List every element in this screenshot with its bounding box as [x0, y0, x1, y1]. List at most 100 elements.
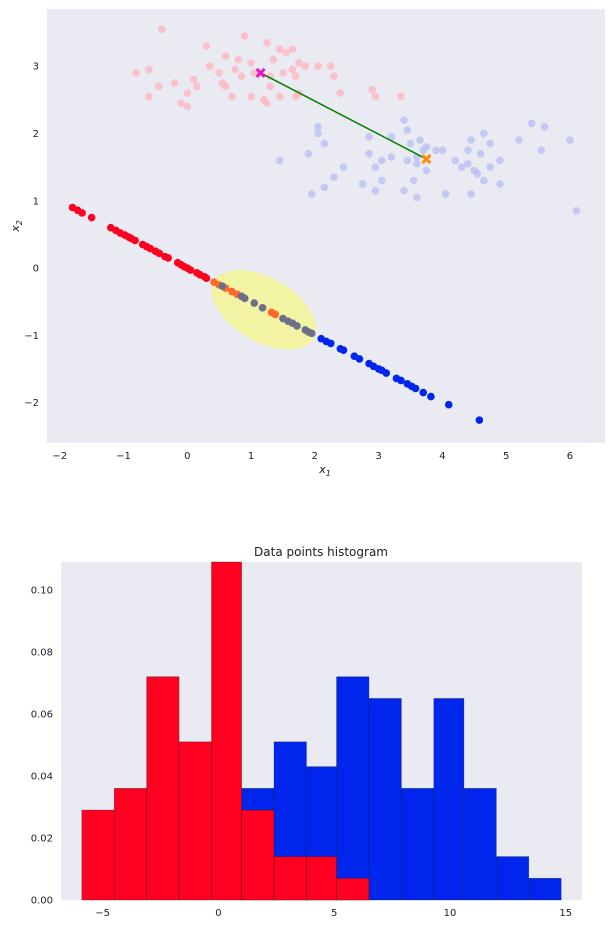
- scatter-point-class-b-faded: [476, 149, 485, 158]
- scatter-point-class-b-projected: [397, 376, 405, 385]
- scatter-x-tick-label: 2: [312, 451, 318, 462]
- scatter-point-class-b-faded: [365, 149, 373, 158]
- histogram-bar-class-b: [433, 698, 465, 901]
- scatter-x-tick-label: 1: [248, 451, 254, 462]
- scatter-point-class-b-faded: [464, 159, 472, 168]
- scatter-point-class-b-projected: [475, 416, 484, 424]
- scatter-point-class-a-projected: [78, 209, 86, 217]
- scatter-point-class-a-faded: [202, 42, 211, 50]
- scatter-point-class-b-faded: [365, 133, 373, 141]
- scatter-point-class-a-faded: [183, 89, 192, 97]
- scatter-point-class-a-faded: [170, 79, 179, 87]
- scatter-marks: [68, 25, 581, 424]
- scatter-point-class-a-faded: [279, 69, 287, 77]
- scatter-y-tick-label: 1: [33, 196, 39, 207]
- scatter-point-class-a-faded: [288, 65, 297, 74]
- histogram-x-ticks: −5 0 5 10 15: [95, 908, 572, 919]
- histogram-bar-class-b: [401, 788, 435, 901]
- histogram-bar-class-a: [178, 741, 212, 901]
- scatter-point-class-b-faded: [473, 170, 482, 178]
- scatter-point-class-a-faded: [301, 62, 310, 70]
- scatter-point-class-b-faded: [432, 146, 440, 155]
- histogram-x-tick-label: −5: [95, 908, 110, 919]
- histogram-bar-class-a: [273, 856, 307, 901]
- scatter-point-class-a-projected: [155, 249, 164, 258]
- scatter-y-tick-label: 0: [33, 264, 39, 275]
- scatter-point-class-a-faded: [221, 82, 230, 91]
- scatter-x-tick-label: 4: [439, 451, 445, 462]
- scatter-point-class-b-faded: [413, 193, 421, 202]
- scatter-point-class-a-faded: [336, 89, 345, 97]
- class-a-mean-marker: [255, 67, 266, 78]
- scatter-point-class-b-faded: [320, 139, 329, 148]
- scatter-y-tick-label: −1: [24, 331, 39, 342]
- scatter-x-tick-label: −2: [52, 451, 67, 462]
- histogram-x-tick-label: 0: [215, 908, 221, 919]
- histogram-chart: Data points histogram −5 0 5 10 15 0.000.020…: [31, 545, 582, 919]
- scatter-point-projected-in-ellipse-gray: [293, 322, 301, 330]
- scatter-point-projected-in-ellipse-gray: [307, 329, 316, 338]
- scatter-point-class-b-faded: [378, 176, 386, 185]
- scatter-x-tick-label: −1: [116, 451, 131, 462]
- scatter-point-class-b-faded: [467, 136, 475, 145]
- histogram-x-tick-label: 15: [559, 908, 572, 919]
- scatter-point-class-a-faded: [221, 52, 230, 60]
- scatter-point-class-a-faded: [282, 48, 290, 57]
- scatter-point-class-a-projected: [202, 274, 211, 282]
- histogram-bar-class-a: [306, 856, 337, 901]
- scatter-point-class-a-faded: [330, 72, 338, 81]
- scatter-point-class-a-faded: [247, 92, 255, 101]
- scatter-point-class-b-faded: [378, 156, 386, 165]
- scatter-point-class-a-faded: [275, 92, 284, 101]
- scatter-point-projected-in-ellipse-gray: [250, 299, 259, 307]
- scatter-point-class-b-faded: [371, 186, 380, 195]
- scatter-point-class-b-faded: [387, 133, 396, 141]
- scatter-point-class-a-faded: [240, 32, 249, 40]
- scatter-point-projected-in-ellipse-orange: [271, 310, 280, 319]
- histogram-y-tick-label: 0.00: [31, 896, 53, 907]
- scatter-point-class-a-faded: [371, 92, 380, 101]
- scatter-x-ticks: −2 −1 0 1 2 3 4 5 6: [52, 451, 573, 462]
- scatter-point-class-b-faded: [422, 166, 431, 175]
- scatter-point-class-b-projected: [339, 346, 348, 354]
- scatter-point-class-a-faded: [215, 69, 223, 77]
- scatter-point-class-b-faded: [441, 190, 450, 198]
- class-b-mean-marker: [421, 153, 432, 165]
- scatter-point-class-a-projected: [131, 236, 139, 245]
- scatter-point-class-b-faded: [387, 153, 396, 161]
- scatter-point-class-b-faded: [422, 143, 431, 151]
- scatter-point-class-b-faded: [320, 183, 329, 192]
- scatter-point-class-b-faded: [330, 173, 338, 182]
- scatter-point-class-b-faded: [457, 163, 466, 171]
- histogram-x-tick-label: 10: [444, 908, 457, 919]
- histogram-bar-class-b: [336, 676, 370, 901]
- scatter-point-projected-in-ellipse-gray: [218, 282, 227, 291]
- histogram-bar-class-b: [368, 698, 402, 901]
- scatter-point-class-b-projected: [355, 355, 364, 363]
- histogram-bar-class-b: [528, 877, 562, 901]
- scatter-x-tick-label: 0: [184, 451, 190, 462]
- scatter-point-class-a-faded: [263, 38, 271, 47]
- scatter-point-class-b-faded: [480, 176, 488, 185]
- scatter-point-class-a-faded: [154, 82, 163, 91]
- scatter-x-tick-label: 3: [375, 451, 381, 462]
- scatter-y-tick-label: 2: [33, 129, 39, 140]
- scatter-point-class-a-faded: [205, 62, 214, 70]
- scatter-point-class-b-faded: [438, 146, 447, 155]
- scatter-point-class-b-faded: [314, 129, 322, 138]
- scatter-point-class-b-faded: [339, 163, 348, 171]
- scatter-point-class-b-faded: [515, 136, 523, 145]
- scatter-point-class-b-faded: [480, 129, 488, 138]
- scatter-point-class-a-faded: [291, 72, 300, 81]
- mean-connector-line: [260, 72, 427, 160]
- scatter-point-class-a-faded: [145, 65, 153, 74]
- scatter-point-class-a-faded: [291, 92, 300, 101]
- scatter-point-class-a-faded: [247, 59, 255, 67]
- scatter-point-class-b-projected: [419, 388, 428, 397]
- histogram-bar-class-a: [241, 809, 275, 901]
- scatter-point-class-a-faded: [157, 25, 166, 33]
- scatter-point-class-b-faded: [527, 119, 536, 128]
- scatter-point-class-a-projected: [164, 254, 172, 262]
- histogram-title: Data points histogram: [254, 545, 388, 559]
